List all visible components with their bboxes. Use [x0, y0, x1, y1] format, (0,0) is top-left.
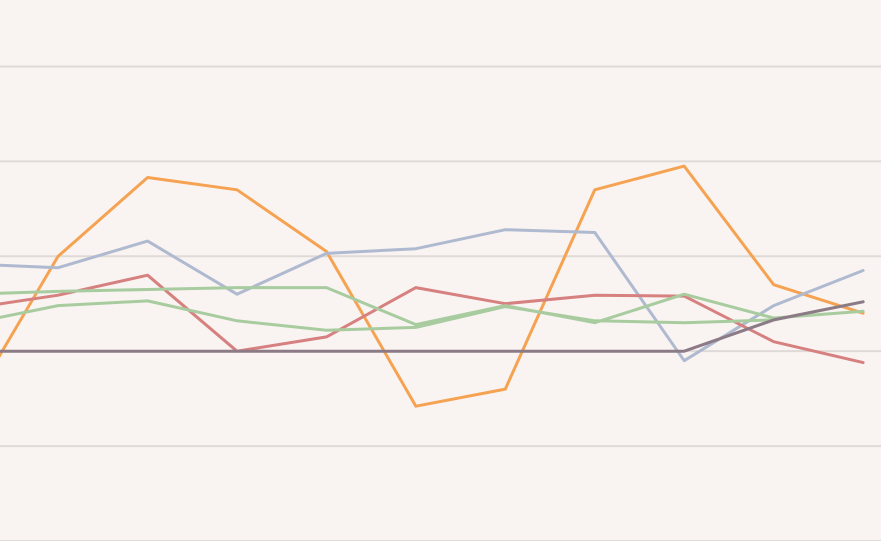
series-layer [0, 164, 865, 408]
grid-layer [0, 65, 881, 541]
series-line-1 [0, 228, 865, 363]
series-line-2 [0, 273, 865, 365]
series-line-5 [0, 300, 865, 353]
series-line-3 [0, 299, 865, 332]
series-line-4 [0, 286, 865, 327]
series-line-0 [0, 164, 865, 408]
